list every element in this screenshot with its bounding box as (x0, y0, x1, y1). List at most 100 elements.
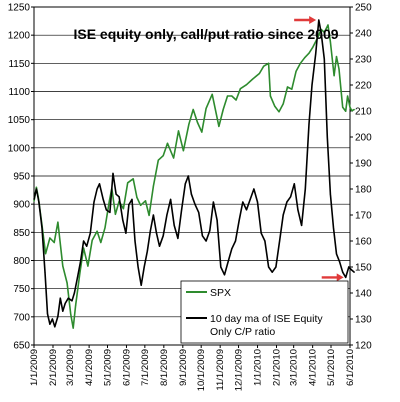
data-point-spx (72, 327, 74, 329)
data-point-spx (345, 110, 347, 112)
left-tick-label: 950 (13, 172, 30, 183)
data-point-spx (201, 131, 203, 133)
data-point-spx (148, 214, 150, 216)
data-point-spx (351, 110, 353, 112)
right-tick-label: 190 (355, 159, 372, 170)
data-point-cp (350, 269, 352, 271)
right-tick-label: 240 (355, 29, 372, 40)
data-point-cp (33, 198, 35, 200)
right-tick-label: 220 (355, 81, 372, 92)
right-tick-label: 180 (355, 185, 372, 196)
x-tick-label: 6/1/2009 (121, 349, 132, 386)
data-point-cp (245, 209, 248, 211)
data-point-cp (209, 230, 211, 232)
data-point-spx (173, 157, 175, 159)
data-point-cp (216, 219, 218, 221)
data-point-cp (220, 266, 222, 268)
data-point-spx (231, 95, 233, 97)
x-tick-label: 1/1/2010 (253, 349, 264, 386)
data-point-cp (62, 310, 64, 312)
data-point-cp (125, 232, 127, 234)
left-tick-label: 1250 (8, 3, 31, 14)
legend: SPX 10 day ma of ISE Equity Only C/P rati… (180, 280, 349, 344)
data-point-spx (295, 70, 297, 72)
data-point-cp (242, 201, 244, 203)
data-point-cp (64, 302, 66, 304)
data-point-cp (345, 276, 347, 278)
data-point-cp (181, 209, 183, 211)
data-point-cp (83, 240, 85, 242)
data-point-spx (211, 93, 213, 95)
data-point-spx (91, 239, 93, 241)
data-point-spx (269, 95, 271, 97)
data-point-cp (105, 209, 107, 211)
data-point-spx (45, 253, 47, 255)
x-axis-ticks: 1/1/2009 2/1/2009 3/1/2009 4/1/2009 5/1/2009… (29, 345, 356, 391)
right-tick-label: 160 (355, 237, 372, 248)
data-point-cp (41, 227, 43, 229)
data-point-spx (114, 213, 116, 215)
data-point-cp (166, 214, 168, 216)
x-tick-label: 10/1/2009 (196, 349, 207, 391)
data-point-spx (333, 75, 335, 77)
left-tick-label: 1150 (8, 59, 30, 70)
data-point-spx (286, 86, 289, 88)
data-point-cp (155, 232, 158, 234)
data-point-spx (66, 282, 68, 284)
data-point-spx (108, 200, 110, 202)
legend-label-spx: SPX (210, 287, 231, 299)
data-point-cp (234, 240, 237, 242)
x-tick-label: 4/1/2010 (308, 349, 319, 386)
data-point-spx (49, 237, 51, 239)
data-point-cp (297, 209, 299, 211)
data-point-spx (342, 106, 344, 108)
data-point-spx (258, 72, 260, 75)
data-point-cp (134, 240, 136, 242)
data-point-cp (140, 284, 142, 286)
data-point-cp (353, 271, 355, 273)
data-point-spx (166, 142, 169, 144)
data-point-spx (268, 62, 270, 64)
data-point-spx (235, 99, 237, 101)
data-point-cp (198, 211, 200, 213)
data-point-cp (54, 326, 56, 328)
left-tick-label: 1050 (8, 115, 31, 126)
data-point-cp (205, 240, 207, 242)
left-tick-label: 900 (13, 200, 30, 211)
annotation-layer (294, 16, 344, 282)
data-point-cp (67, 297, 69, 299)
left-tick-label: 700 (13, 312, 30, 323)
data-point-cp (253, 188, 255, 190)
right-axis-ticks: 120 130 140 150 160 170 180 190 200 210 220 230 240 2… (350, 3, 372, 352)
data-point-cp (315, 53, 317, 55)
data-point-spx (349, 106, 351, 108)
data-point-spx (338, 68, 340, 70)
data-point-spx (177, 130, 180, 132)
data-point-spx (329, 41, 331, 43)
data-point-cp (149, 230, 151, 232)
right-tick-label: 150 (355, 263, 372, 274)
data-point-cp (46, 313, 49, 315)
data-point-cp (122, 219, 124, 221)
data-point-cp (158, 245, 161, 247)
legend-label-cp-line-1: 10 day ma of ISE Equity (210, 313, 323, 325)
data-point-cp (290, 196, 292, 198)
data-point-spx (263, 65, 265, 67)
data-point-spx (140, 204, 142, 206)
x-tick-label: 2/1/2009 (48, 349, 59, 386)
data-point-spx (152, 185, 154, 187)
data-point-cp (173, 224, 175, 226)
data-point-cp (264, 240, 266, 242)
x-tick-label: 3/1/2009 (65, 349, 76, 386)
data-point-cp (170, 198, 172, 200)
series-cp (33, 19, 355, 328)
data-point-spx (205, 107, 207, 109)
data-point-cp (227, 261, 229, 263)
right-tick-label: 200 (355, 133, 372, 144)
data-point-spx (299, 62, 301, 64)
data-point-cp (282, 214, 284, 216)
left-tick-label: 750 (13, 284, 30, 295)
data-point-spx (127, 182, 129, 184)
data-point-cp (102, 198, 104, 200)
data-point-cp (137, 266, 139, 268)
